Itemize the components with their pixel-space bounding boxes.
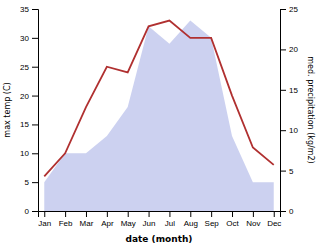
tick-mark (280, 9, 286, 10)
tick: 15 (280, 86, 298, 95)
tick: 20 (20, 92, 38, 101)
tick-label: 20 (20, 92, 29, 101)
y-axis-title: max temp (C) (3, 82, 12, 137)
tick: Jun (143, 211, 156, 228)
x-axis: Jan Feb Mar Apr May Jun Jul Aug Sep Oct Nov Dec (38, 211, 281, 228)
tick: 35 (20, 5, 38, 14)
chart: Jan Feb Mar Apr May Jun Jul Aug Sep Oct Nov Dec 0 5 10… (0, 0, 318, 247)
tick: 10 (280, 126, 298, 135)
tick-label: Jan (38, 219, 51, 228)
tick: Apr (101, 211, 114, 228)
axis-line (39, 212, 281, 218)
area (44, 21, 273, 211)
tick-mark (128, 211, 129, 217)
tick: 25 (280, 5, 298, 14)
tick: 15 (20, 120, 38, 129)
tick-mark (190, 211, 191, 217)
tick: 25 (20, 63, 38, 72)
tick-label: 25 (20, 63, 29, 72)
tick-mark (169, 211, 170, 217)
tick-label: Apr (101, 219, 114, 228)
tick-label: Jun (143, 219, 156, 228)
tick-label: Sep (205, 219, 220, 228)
tick: 10 (20, 149, 38, 158)
tick: Feb (59, 211, 73, 228)
y2-axis: 0 5 10 15 20 25 (280, 5, 298, 216)
tick-label: 35 (20, 5, 29, 14)
tick: 5 (25, 178, 38, 187)
tick: 20 (280, 45, 298, 54)
tick: 5 (280, 167, 294, 176)
tick-mark (280, 130, 286, 131)
tick-mark (32, 96, 38, 97)
tick-label: 5 (289, 167, 294, 176)
tick-mark (107, 211, 108, 217)
tick: May (121, 211, 136, 228)
tick-label: 5 (25, 178, 30, 187)
tick: Oct (226, 211, 239, 228)
tick: Sep (205, 211, 220, 228)
tick: Aug (184, 211, 198, 228)
tick-mark (211, 211, 212, 217)
tick-label: Nov (246, 219, 260, 228)
tick-label: Aug (184, 219, 198, 228)
tick-label: Mar (80, 219, 94, 228)
tick: Nov (246, 211, 260, 228)
tick-mark (65, 211, 66, 217)
y-axis: 0 5 10 15 20 25 30 35 (20, 5, 38, 216)
tick-label: 10 (289, 126, 298, 135)
line (44, 21, 273, 177)
tick-mark (274, 211, 275, 217)
x-axis-title: date (month) (126, 234, 193, 244)
tick-mark (149, 211, 150, 217)
tick: Mar (80, 211, 94, 228)
y2-axis-title: med. precipitation (kg/m2) (306, 56, 315, 163)
tick-label: 10 (20, 149, 29, 158)
axis-line (281, 10, 287, 212)
tick-label: Dec (267, 219, 281, 228)
tick: Dec (267, 211, 281, 228)
tick-mark (280, 49, 286, 50)
tick-mark (253, 211, 254, 217)
tick-mark (32, 124, 38, 125)
tick-label: 25 (289, 5, 298, 14)
tick: Jan (38, 211, 51, 228)
tick: 0 (280, 207, 294, 216)
tick: 30 (20, 34, 38, 43)
tick: 0 (25, 207, 38, 216)
tick-label: Oct (226, 219, 239, 228)
tick: Jul (165, 211, 175, 228)
axis-line (32, 10, 39, 212)
tick-label: 30 (20, 34, 29, 43)
tick-mark (232, 211, 233, 217)
plot-area (44, 21, 273, 211)
tick-mark (32, 182, 38, 183)
tick-mark (32, 38, 38, 39)
tick-label: 15 (20, 120, 29, 129)
tick-label: 15 (289, 86, 298, 95)
tick-label: 0 (289, 207, 294, 216)
tick-mark (86, 211, 87, 217)
tick-label: 0 (25, 207, 30, 216)
tick-mark (32, 9, 38, 10)
tick-label: Jul (165, 219, 175, 228)
tick-mark (280, 90, 286, 91)
tick-mark (280, 171, 286, 172)
tick-label: Feb (59, 219, 73, 228)
tick-mark (32, 67, 38, 68)
tick-mark (32, 211, 38, 212)
tick-label: 20 (289, 45, 298, 54)
tick-mark (280, 211, 286, 212)
tick-mark (44, 211, 45, 217)
tick-label: May (121, 219, 136, 228)
tick-mark (32, 153, 38, 154)
